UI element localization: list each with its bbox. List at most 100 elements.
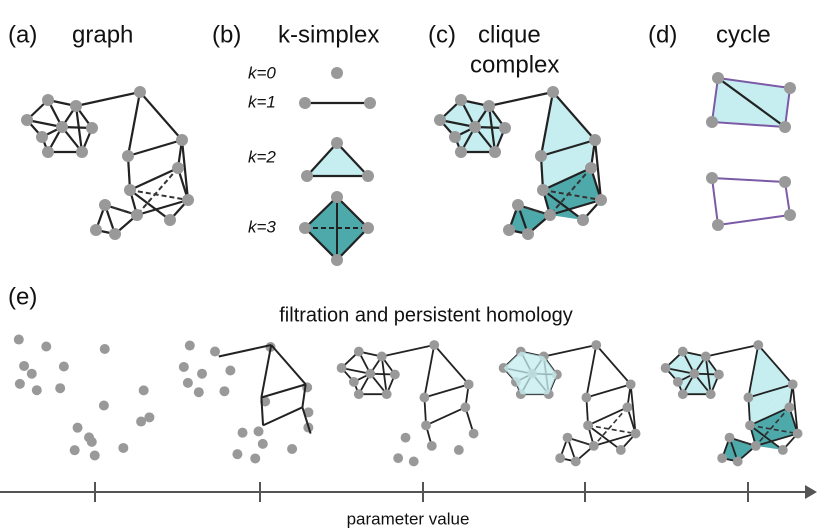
filtration-node bbox=[724, 432, 735, 443]
filtration-node bbox=[468, 428, 479, 439]
graph-node bbox=[122, 150, 134, 162]
graph-edge bbox=[136, 198, 189, 217]
filtration-node bbox=[581, 392, 592, 403]
graph-edge bbox=[129, 189, 189, 201]
filtration-node bbox=[19, 360, 30, 371]
graph-edge bbox=[139, 91, 183, 141]
simplex-node bbox=[331, 191, 343, 203]
filtration-edge bbox=[260, 344, 273, 398]
complex-node bbox=[434, 114, 446, 126]
simplex-node bbox=[364, 97, 376, 109]
simplex-node bbox=[331, 67, 343, 79]
panel-tag: (e) bbox=[8, 283, 37, 310]
graph-node bbox=[176, 134, 188, 146]
panel-title: filtration and persistent homology bbox=[279, 304, 573, 326]
filtration-edge bbox=[749, 424, 798, 435]
complex-node bbox=[455, 94, 467, 106]
face bbox=[543, 168, 601, 200]
filtration-node bbox=[660, 363, 671, 373]
filtration-edge bbox=[262, 406, 303, 427]
filtration-node bbox=[336, 363, 347, 373]
filtration-node bbox=[453, 445, 464, 455]
face bbox=[503, 367, 533, 382]
filtration-node bbox=[99, 344, 110, 354]
filtration-edge bbox=[301, 407, 312, 434]
filtration-edge bbox=[587, 424, 636, 435]
filtration-node bbox=[792, 428, 803, 439]
complex-node bbox=[522, 228, 534, 240]
filtration-edge bbox=[629, 384, 637, 434]
filtration-node bbox=[257, 438, 268, 449]
filtration-node bbox=[630, 428, 641, 439]
filtration-node bbox=[89, 450, 100, 461]
filtration-node bbox=[777, 445, 788, 455]
filtration-node bbox=[136, 416, 147, 427]
cycle-node bbox=[706, 116, 718, 128]
filtration-node bbox=[219, 386, 230, 397]
graph-node bbox=[42, 94, 54, 106]
filtration-edge bbox=[791, 384, 799, 434]
filtration-node bbox=[69, 445, 80, 456]
level-label: k=1 bbox=[248, 92, 276, 111]
face bbox=[461, 127, 495, 152]
cycle-outline bbox=[710, 176, 792, 227]
cycle-node bbox=[784, 82, 796, 94]
face bbox=[543, 140, 595, 190]
graph-edge bbox=[129, 167, 179, 191]
filtration-edge bbox=[593, 406, 629, 447]
filtration-node bbox=[237, 427, 248, 438]
filtration-node bbox=[376, 351, 387, 362]
filtration-edge bbox=[543, 344, 597, 358]
face bbox=[682, 351, 706, 374]
complex-node bbox=[547, 86, 559, 98]
filtration-node bbox=[570, 456, 581, 467]
complex-edge bbox=[540, 138, 596, 158]
filtration-edge bbox=[381, 344, 435, 358]
filtration-node bbox=[118, 442, 129, 453]
filtration-node bbox=[400, 432, 411, 443]
graph-node bbox=[86, 122, 98, 134]
filtration-node bbox=[705, 389, 716, 400]
filtration-node bbox=[348, 376, 359, 387]
complex-node bbox=[535, 150, 547, 162]
graph-edge bbox=[126, 91, 142, 157]
simplex-node bbox=[331, 137, 343, 149]
graph-node bbox=[21, 114, 33, 126]
simplex-node bbox=[362, 170, 374, 182]
complex-node bbox=[512, 199, 524, 211]
level-label: k=2 bbox=[248, 147, 276, 166]
filtration-node bbox=[225, 365, 236, 376]
filtration-edge bbox=[755, 432, 798, 447]
complex-node bbox=[503, 224, 515, 236]
graph-node bbox=[131, 209, 143, 221]
filtration-edge bbox=[757, 344, 794, 385]
graph-node bbox=[42, 146, 54, 158]
panel-tag: (d) bbox=[648, 21, 677, 48]
filtration-node bbox=[184, 340, 195, 351]
face bbox=[750, 384, 793, 426]
graph-node bbox=[164, 214, 176, 226]
filtration-node bbox=[562, 432, 573, 443]
graph-node bbox=[134, 86, 146, 98]
filtration-node bbox=[672, 376, 683, 387]
face bbox=[461, 100, 489, 127]
filtration-node bbox=[419, 392, 430, 403]
complex-edge bbox=[542, 189, 584, 221]
filtration-node bbox=[98, 400, 109, 411]
axis-label: parameter value bbox=[347, 509, 470, 528]
filtration-node bbox=[732, 456, 743, 467]
filtration-node bbox=[138, 385, 149, 396]
simplex-node bbox=[362, 222, 374, 234]
panel-title: complex bbox=[470, 51, 559, 78]
complex-node bbox=[589, 134, 601, 146]
graph-edge bbox=[75, 90, 141, 108]
graph-edge bbox=[180, 139, 190, 201]
axis bbox=[0, 482, 805, 502]
filtration-node bbox=[717, 453, 728, 464]
complex-node bbox=[469, 121, 481, 133]
filtration-node bbox=[353, 346, 364, 357]
filtration-edge bbox=[705, 344, 759, 358]
filtration-node bbox=[753, 340, 764, 350]
filtration-node bbox=[26, 368, 37, 379]
complex-edge bbox=[549, 198, 602, 217]
